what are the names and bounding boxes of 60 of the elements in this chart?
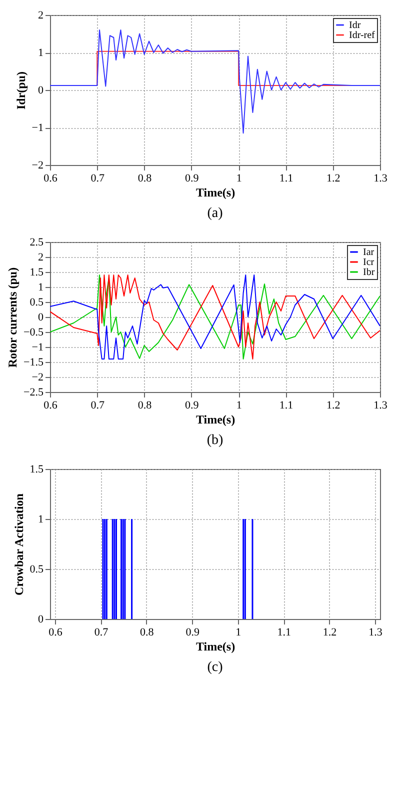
line-series <box>50 30 380 134</box>
x-tick-label: 0.7 <box>90 400 106 412</box>
y-tick-label: 0 <box>38 84 44 96</box>
y-tick-label: 0 <box>38 614 44 626</box>
x-tick-label: 1.2 <box>326 400 340 412</box>
x-tick-label: 1 <box>236 172 242 184</box>
y-tick-label: −2 <box>32 372 44 384</box>
y-tick-label: 1 <box>38 514 44 526</box>
x-tick-label: 1.3 <box>374 400 388 412</box>
y-tick-label: 0.5 <box>30 296 44 308</box>
x-tick-label: 1.1 <box>279 400 294 412</box>
x-tick-label: 0.8 <box>138 400 152 412</box>
y-tick-label: 2 <box>38 252 44 264</box>
legend-label: Iar <box>363 247 375 258</box>
y-tick-label: −1.5 <box>24 356 44 368</box>
x-tick-label: 0.9 <box>185 172 200 184</box>
x-tick-label: 0.6 <box>48 626 63 638</box>
legend-label: Ibr <box>363 267 376 278</box>
y-tick-label: 1 <box>38 282 44 294</box>
line-series <box>50 274 380 360</box>
y-axis-title: Crowbar Activation <box>12 493 26 596</box>
y-tick-label: 2 <box>38 10 44 22</box>
x-tick-label: 1.3 <box>374 172 388 184</box>
y-axis-title: Rotor currents (pu) <box>6 267 20 368</box>
x-tick-label: 0.7 <box>94 626 109 638</box>
text: (c) <box>207 660 224 675</box>
x-axis-title: Time(s) <box>196 186 236 200</box>
x-tick-label: 1 <box>236 400 242 412</box>
legend-label: Idr <box>349 20 362 31</box>
y-tick-label: −2.5 <box>24 386 44 398</box>
x-tick-label: 1 <box>236 626 242 638</box>
y-axis-title: Idr(pu) <box>14 71 28 110</box>
y-tick-label: 1 <box>38 47 44 59</box>
x-tick-label: 0.8 <box>140 626 154 638</box>
x-tick-label: 1.2 <box>322 626 337 638</box>
text: (b) <box>206 433 224 448</box>
x-tick-label: 0.8 <box>138 172 152 184</box>
x-tick-label: 0.9 <box>186 626 200 638</box>
text: (a) <box>207 206 224 221</box>
y-tick-label: 2.5 <box>30 236 44 248</box>
y-tick-label: 1.5 <box>30 464 44 476</box>
legend-label: Icr <box>363 257 375 268</box>
x-tick-label: 0.6 <box>44 400 58 412</box>
y-tick-label: −1 <box>32 342 44 354</box>
x-axis-title: Time(s) <box>196 412 236 426</box>
x-tick-label: 0.6 <box>44 172 58 184</box>
y-tick-label: 0.5 <box>30 564 44 576</box>
x-tick-label: 0.9 <box>185 400 200 412</box>
legend-label: Idr-ref <box>349 30 376 41</box>
y-tick-label: −1 <box>32 122 44 134</box>
x-tick-label: 1.2 <box>326 172 340 184</box>
y-tick-label: −2 <box>32 160 44 172</box>
x-tick-label: 1.3 <box>368 626 383 638</box>
y-tick-label: 1.5 <box>30 266 44 278</box>
y-tick-label: −0.5 <box>24 326 44 338</box>
y-tick-label: 0 <box>38 312 44 324</box>
x-tick-label: 0.7 <box>90 172 106 184</box>
x-tick-label: 1.1 <box>277 626 291 638</box>
x-tick-label: 1.1 <box>279 172 294 184</box>
x-axis-title: Time(s) <box>196 640 236 654</box>
